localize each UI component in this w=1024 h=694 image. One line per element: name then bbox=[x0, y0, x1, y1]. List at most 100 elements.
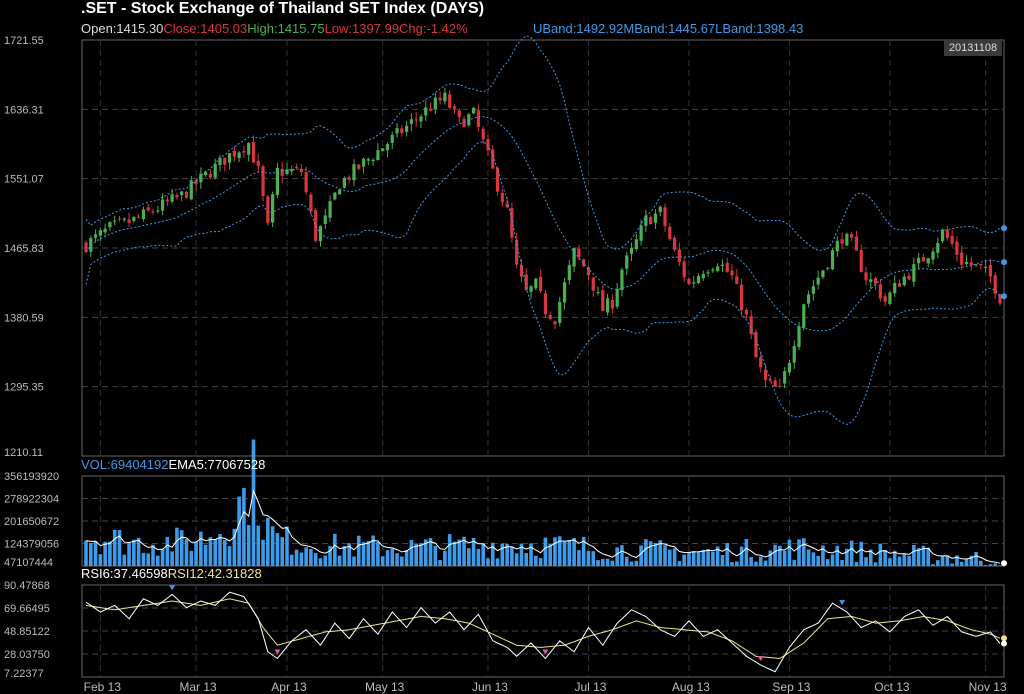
volume-bar bbox=[476, 548, 481, 566]
lower-band-line bbox=[85, 141, 1001, 425]
volume-bar bbox=[691, 551, 696, 566]
volume-bar bbox=[371, 535, 375, 566]
candle-body bbox=[773, 380, 777, 387]
candle-body bbox=[333, 192, 337, 200]
rsi-signal-marker bbox=[169, 585, 176, 591]
candle-body bbox=[567, 265, 571, 281]
candle-body bbox=[687, 278, 691, 285]
candle-body bbox=[692, 282, 696, 284]
volume-bar bbox=[572, 538, 576, 566]
candle-body bbox=[256, 160, 260, 166]
candle-body bbox=[103, 228, 107, 233]
candle-body bbox=[730, 270, 734, 276]
candle-body bbox=[682, 261, 686, 278]
volume-bar bbox=[735, 561, 739, 566]
candle-body bbox=[945, 230, 949, 238]
candle-body bbox=[754, 331, 758, 358]
middle-band-value: MBand:1445.67 bbox=[623, 21, 716, 36]
candle-body bbox=[462, 118, 466, 128]
volume-bar bbox=[457, 539, 462, 566]
candle-body bbox=[615, 288, 619, 307]
candle-body bbox=[414, 119, 418, 121]
volume-bar bbox=[419, 543, 423, 566]
volume-bar bbox=[256, 525, 261, 566]
volume-bar bbox=[758, 556, 763, 566]
price-tick-label: 1551.07 bbox=[4, 174, 44, 186]
candle-body bbox=[175, 194, 179, 197]
candle-body bbox=[539, 276, 543, 292]
candle-body bbox=[835, 240, 839, 252]
volume-bar bbox=[624, 556, 629, 566]
candle-body bbox=[146, 207, 150, 211]
ema5-value: EMA5:77067528 bbox=[168, 457, 266, 472]
volume-bar bbox=[993, 563, 998, 566]
volume-bar bbox=[634, 560, 639, 566]
price-tick-label: 1295.35 bbox=[4, 382, 44, 394]
candle-body bbox=[787, 362, 792, 373]
candle-body bbox=[208, 174, 213, 178]
volume-bar bbox=[151, 544, 155, 566]
volume-bar bbox=[730, 562, 734, 566]
candle-body bbox=[323, 215, 327, 224]
candle-body bbox=[591, 277, 595, 291]
volume-bar bbox=[486, 558, 490, 566]
candle-body bbox=[711, 269, 715, 271]
volume-bar bbox=[601, 558, 605, 566]
volume-bar bbox=[84, 540, 88, 566]
candle-body bbox=[304, 172, 308, 193]
volume-bar bbox=[270, 526, 275, 566]
candle-body bbox=[845, 233, 849, 246]
volume-bar bbox=[529, 543, 533, 566]
x-tick-label: Nov 13 bbox=[969, 680, 1007, 694]
candle-body bbox=[897, 283, 902, 287]
volume-bar bbox=[313, 553, 318, 566]
volume-bar bbox=[318, 558, 323, 566]
middle-band-line bbox=[85, 116, 1001, 332]
candle-body bbox=[127, 219, 131, 223]
volume-bar bbox=[701, 549, 706, 566]
candle-body bbox=[223, 157, 227, 165]
rsi-signal-marker bbox=[757, 656, 764, 662]
volume-bar bbox=[921, 545, 926, 566]
volume-bar bbox=[122, 554, 127, 566]
volume-bar bbox=[452, 541, 457, 566]
volume-bar bbox=[658, 540, 663, 566]
candle-body bbox=[213, 163, 217, 178]
upper-band-line bbox=[85, 35, 1001, 252]
volume-bar bbox=[988, 564, 993, 566]
candle-body bbox=[783, 371, 787, 384]
volume-bar bbox=[897, 556, 902, 566]
candle-body bbox=[438, 97, 442, 101]
volume-bar bbox=[811, 552, 816, 566]
candle-body bbox=[237, 152, 241, 159]
candle-body bbox=[668, 226, 672, 239]
middle-band-marker bbox=[1001, 259, 1007, 266]
candle-body bbox=[108, 222, 112, 228]
volume-bar bbox=[88, 542, 93, 566]
candle-body bbox=[979, 263, 983, 266]
volume-bar bbox=[629, 561, 634, 566]
candle-body bbox=[448, 94, 452, 108]
candle-body bbox=[184, 191, 189, 198]
volume-bar bbox=[285, 526, 289, 566]
volume-bar bbox=[237, 496, 241, 566]
volume-bar bbox=[902, 553, 907, 566]
candle-body bbox=[122, 218, 126, 220]
volume-bar bbox=[93, 540, 98, 566]
volume-bar bbox=[222, 539, 227, 566]
volume-bar bbox=[663, 545, 667, 566]
candle-body bbox=[400, 128, 404, 133]
candle-body bbox=[902, 276, 906, 286]
volume-bar bbox=[682, 554, 686, 566]
volume-bar bbox=[792, 559, 797, 566]
candle-body bbox=[558, 302, 562, 323]
candle-body bbox=[141, 209, 146, 220]
candle-body bbox=[457, 110, 461, 118]
candle-body bbox=[582, 259, 586, 267]
candle-body bbox=[720, 264, 725, 267]
candle-body bbox=[778, 385, 782, 387]
candle-body bbox=[749, 316, 753, 335]
volume-tick-label: 47107444 bbox=[4, 557, 53, 569]
candle-body bbox=[543, 293, 547, 315]
